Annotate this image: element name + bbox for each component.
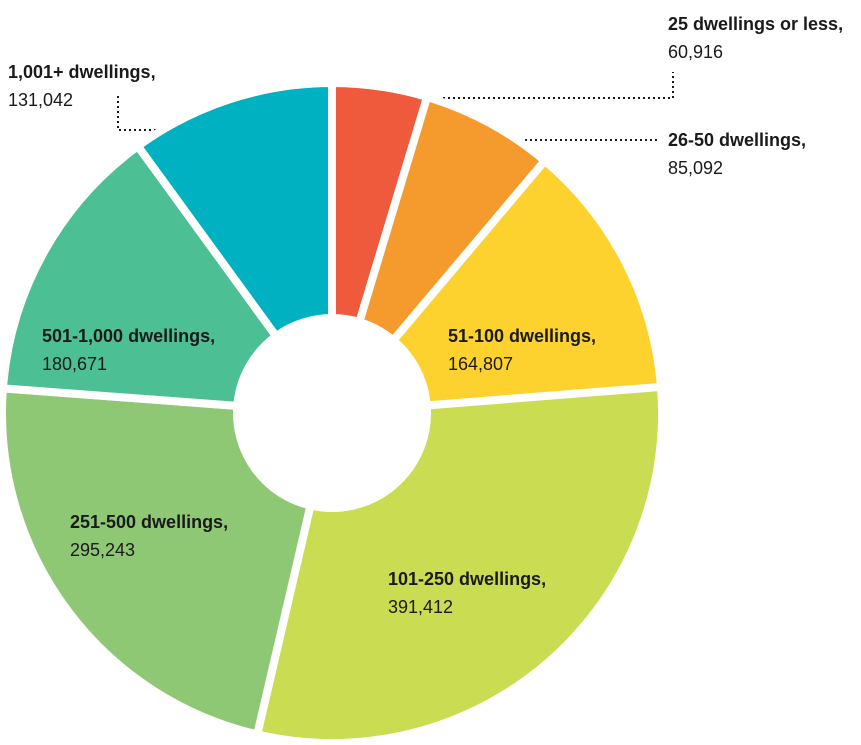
slice bbox=[0, 384, 316, 740]
slice bbox=[252, 382, 666, 745]
leader-line bbox=[378, 72, 674, 99]
slice-label: 251-500 dwellings, bbox=[70, 512, 228, 532]
slice bbox=[132, 78, 336, 342]
slice-label: 501-1,000 dwellings, bbox=[42, 326, 215, 346]
leader-line bbox=[117, 96, 183, 131]
slice bbox=[387, 155, 666, 410]
value-label: 164,807 bbox=[448, 354, 513, 374]
slice bbox=[0, 140, 282, 411]
slice-label: 26-50 dwellings, bbox=[668, 130, 806, 150]
slice-label: 1,001+ dwellings, bbox=[8, 62, 156, 82]
value-label: 60,916 bbox=[668, 42, 723, 62]
value-label: 180,671 bbox=[42, 354, 107, 374]
value-label: 131,042 bbox=[8, 90, 73, 110]
value-label: 85,092 bbox=[668, 158, 723, 178]
value-label: 391,412 bbox=[388, 597, 453, 617]
slice-label: 101-250 dwellings, bbox=[388, 569, 546, 589]
slice-label: 25 dwellings or less, bbox=[668, 14, 843, 34]
slice-label: 51-100 dwellings, bbox=[448, 326, 596, 346]
value-label: 295,243 bbox=[70, 540, 135, 560]
